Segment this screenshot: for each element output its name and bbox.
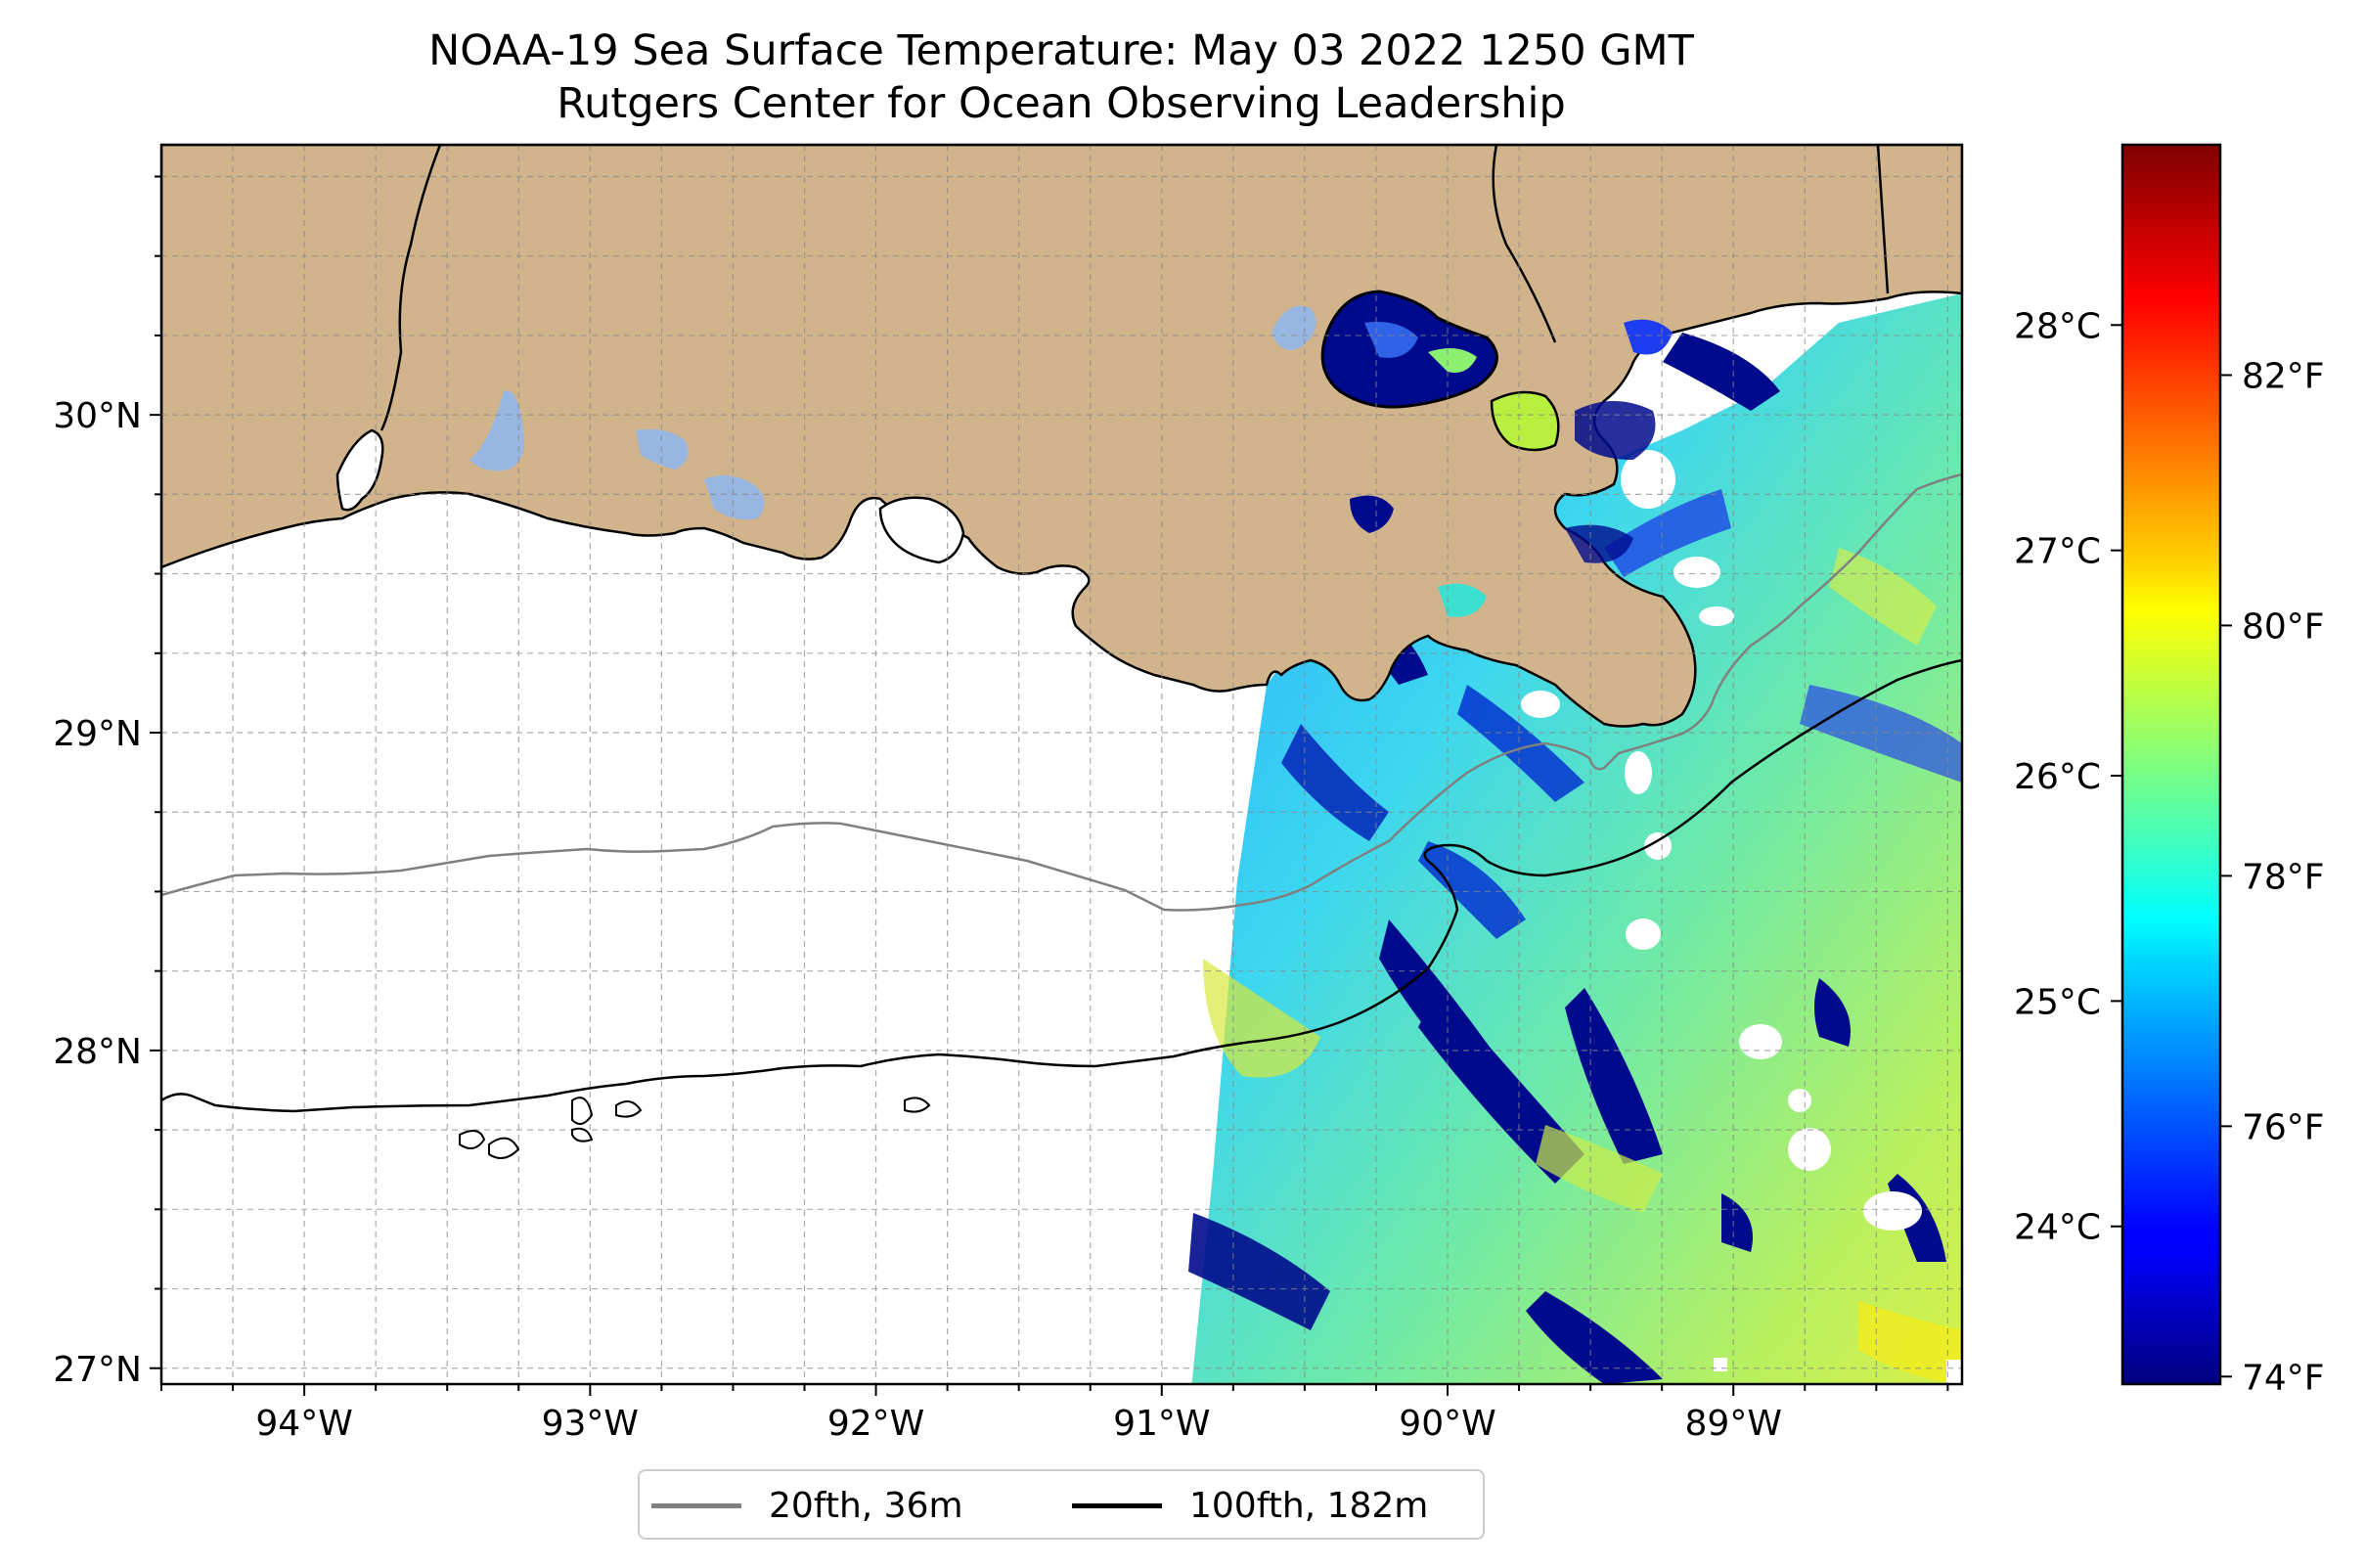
fahrenheit-tick-label: 76°F	[2242, 1107, 2325, 1147]
chart-title: NOAA-19 Sea Surface Temperature: May 03 …	[428, 26, 1694, 75]
celsius-tick-label: 26°C	[2014, 757, 2101, 797]
fahrenheit-tick-label: 78°F	[2242, 857, 2325, 897]
lon-tick-label: 92°W	[827, 1404, 924, 1444]
contour-100fth	[161, 658, 1962, 1113]
land-area	[161, 145, 1962, 728]
chart-subtitle: Rutgers Center for Ocean Observing Leade…	[557, 79, 1566, 128]
map-area	[161, 145, 1962, 1384]
colorbar: 28°C 27°C 26°C 25°C 24°C 82°F 80°F 78°F 76°F 74°…	[2014, 143, 2325, 1398]
latitude-axis: 30°N 29°N 28°N 27°N	[53, 175, 161, 1390]
lon-tick-label: 89°W	[1685, 1404, 1782, 1444]
fahrenheit-tick-label: 74°F	[2242, 1358, 2325, 1398]
legend-item-100fth: 100fth, 182m	[1072, 1483, 1428, 1528]
sst-swath	[1188, 293, 1962, 1384]
celsius-tick-label: 24°C	[2014, 1208, 2101, 1248]
lat-tick-label: 27°N	[53, 1350, 142, 1390]
colorbar-fahrenheit-axis: 82°F 80°F 78°F 76°F 74°F	[2220, 356, 2325, 1398]
celsius-tick-label: 25°C	[2014, 982, 2101, 1022]
lon-tick-label: 90°W	[1399, 1404, 1495, 1444]
lon-tick-label: 93°W	[542, 1404, 639, 1444]
legend-line-20fth	[651, 1502, 741, 1508]
longitude-axis: 94°W 93°W 92°W 91°W 90°W 89°W	[160, 1384, 1949, 1444]
contour-20fth	[161, 472, 1962, 912]
legend-label-20fth: 20fth, 36m	[769, 1485, 963, 1526]
map-frame	[159, 143, 1964, 1386]
legend-item-20fth: 20fth, 36m	[651, 1483, 963, 1528]
lat-tick-label: 30°N	[53, 396, 142, 436]
celsius-tick-label: 28°C	[2014, 306, 2101, 346]
graticule	[161, 145, 1962, 1384]
lat-tick-label: 29°N	[53, 714, 142, 754]
legend-line-100fth	[1072, 1502, 1162, 1508]
colorbar-celsius-axis: 28°C 27°C 26°C 25°C 24°C	[2014, 306, 2122, 1248]
lon-tick-label: 94°W	[255, 1404, 352, 1444]
legend: 20fth, 36m 100fth, 182m	[638, 1469, 1485, 1540]
fahrenheit-tick-label: 80°F	[2242, 606, 2325, 647]
inland-lake	[469, 390, 524, 471]
celsius-tick-label: 27°C	[2014, 532, 2101, 572]
colorbar-gradient	[2120, 143, 2222, 1386]
lat-tick-label: 28°N	[53, 1032, 142, 1072]
legend-label-100fth: 100fth, 182m	[1189, 1485, 1429, 1526]
lon-tick-label: 91°W	[1113, 1404, 1210, 1444]
fahrenheit-tick-label: 82°F	[2242, 356, 2325, 396]
